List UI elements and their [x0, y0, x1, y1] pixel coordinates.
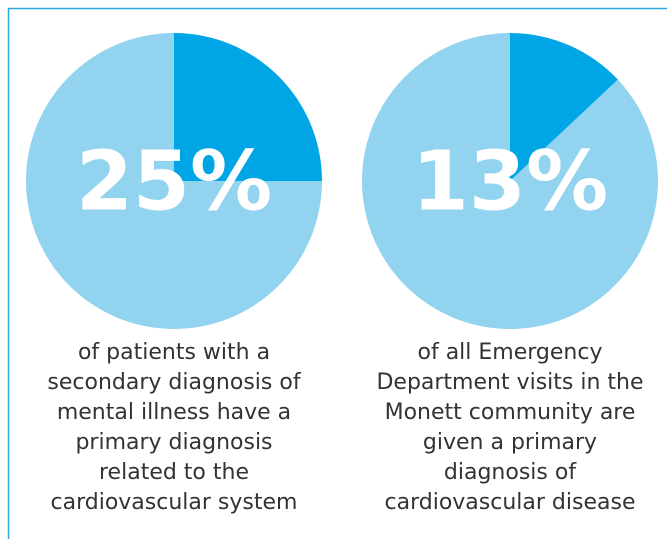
caption-line: Monett community are [385, 400, 636, 425]
caption-line: of all Emergency [418, 340, 603, 365]
pie-slice [174, 33, 322, 181]
caption-line: related to the [99, 460, 249, 485]
big-percent: 13% [412, 134, 608, 229]
pie-slice [510, 33, 618, 181]
caption-line: diagnosis of [444, 460, 577, 485]
caption-line: cardiovascular disease [385, 490, 636, 515]
caption-line: of patients with a [78, 340, 270, 365]
pie-slice [26, 33, 322, 329]
pie-slice [361, 33, 659, 330]
caption-line: mental illness have a [57, 400, 291, 425]
frame [7, 7, 667, 539]
caption-line: given a primary [423, 430, 597, 455]
caption-line: primary diagnosis [75, 430, 272, 455]
caption-line: Department visits in the [376, 370, 643, 395]
big-percent: 25% [76, 134, 272, 229]
caption-line: cardiovascular system [51, 490, 298, 515]
caption-line: secondary diagnosis of [47, 370, 301, 395]
